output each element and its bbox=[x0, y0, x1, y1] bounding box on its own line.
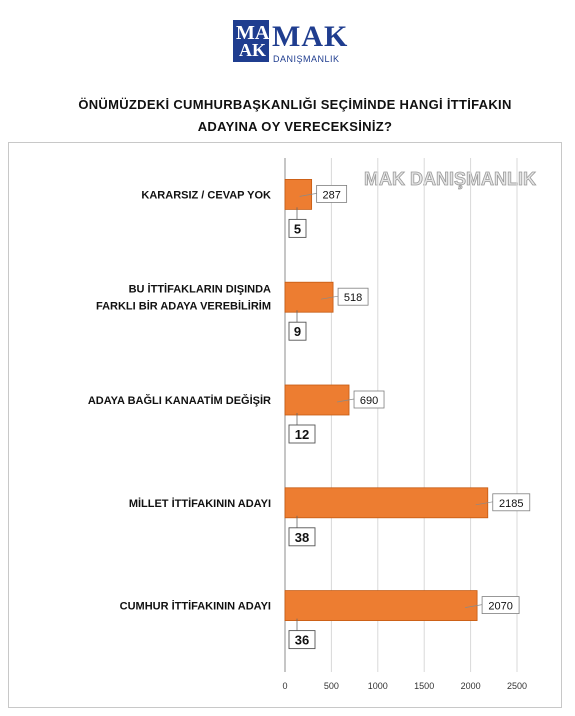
x-tick-label-2000: 2000 bbox=[461, 681, 481, 691]
value-label-leader-3 bbox=[336, 398, 355, 403]
chart-title-line-2: ADAYINA OY VERECEKSİNİZ? bbox=[197, 119, 393, 134]
value-label-box-2 bbox=[337, 287, 369, 306]
x-tick-label-2500: 2500 bbox=[507, 681, 527, 691]
value-label-3: 690 bbox=[360, 395, 378, 407]
category-label-1: KARARSIZ / CEVAP YOK bbox=[141, 189, 271, 201]
value-label-box-3 bbox=[353, 390, 385, 409]
logo-name: MAK bbox=[272, 20, 349, 53]
chart-frame bbox=[8, 142, 562, 708]
percent-label-1: 5 bbox=[294, 221, 301, 236]
value-label-4: 2185 bbox=[499, 498, 523, 510]
percent-label-5: 36 bbox=[295, 633, 309, 648]
value-label-leader-5 bbox=[465, 604, 483, 608]
percent-label-box-5 bbox=[288, 630, 316, 650]
value-label-leader-1 bbox=[299, 193, 317, 197]
value-label-leader-2 bbox=[321, 295, 339, 300]
percent-label-2: 9 bbox=[294, 324, 301, 339]
percent-label-4: 38 bbox=[295, 530, 309, 545]
percent-label-3: 12 bbox=[295, 427, 309, 442]
bar-4 bbox=[284, 487, 489, 519]
value-label-2: 518 bbox=[344, 292, 362, 304]
bar-2 bbox=[284, 281, 334, 313]
value-label-1: 287 bbox=[322, 189, 340, 201]
category-label-3: ADAYA BAĞLI KANAATİM DEĞİŞİR bbox=[88, 394, 271, 407]
percent-label-box-1 bbox=[288, 218, 307, 238]
x-tick-label-1500: 1500 bbox=[414, 681, 434, 691]
category-label-2-line-1: BU İTTİFAKLARIN DIŞINDA bbox=[129, 283, 271, 296]
x-tick-label-500: 500 bbox=[324, 681, 339, 691]
value-label-leader-4 bbox=[475, 501, 493, 506]
logo-mark-top-letters: MA bbox=[236, 22, 270, 44]
value-label-box-1 bbox=[316, 184, 348, 203]
bar-5 bbox=[284, 590, 478, 621]
category-label-2-line-2: FARKLI BİR ADAYA VEREBİLİRİM bbox=[96, 300, 271, 313]
chart-title-line-1: ÖNÜMÜZDEKİ CUMHURBAŞKANLIĞI SEÇİMİNDE HA… bbox=[78, 97, 512, 112]
logo-subtitle: DANIŞMANLIK bbox=[273, 54, 340, 64]
percent-label-box-2 bbox=[288, 321, 307, 341]
value-label-box-4 bbox=[492, 493, 531, 512]
bar-3 bbox=[284, 384, 350, 416]
bar-1 bbox=[284, 178, 313, 210]
percent-label-box-4 bbox=[288, 527, 316, 547]
category-label-4: MİLLET İTTİFAKININ ADAYI bbox=[129, 497, 271, 510]
value-label-5: 2070 bbox=[488, 601, 512, 613]
x-tick-label-1000: 1000 bbox=[368, 681, 388, 691]
chart-watermark: MAK DANIŞMANLIK bbox=[364, 169, 536, 189]
percent-label-box-3 bbox=[288, 424, 316, 444]
brand-logo: MA AK MAK DANIŞMANLIK bbox=[233, 20, 353, 70]
logo-mark bbox=[233, 20, 269, 62]
chart-title: ÖNÜMÜZDEKİ CUMHURBAŞKANLIĞI SEÇİMİNDE HA… bbox=[40, 94, 550, 138]
category-label-5: CUMHUR İTTİFAKININ ADAYI bbox=[120, 600, 271, 613]
logo-mark-bottom-letters: AK bbox=[239, 40, 266, 60]
x-tick-label-0: 0 bbox=[282, 681, 287, 691]
value-label-box-5 bbox=[481, 596, 520, 614]
